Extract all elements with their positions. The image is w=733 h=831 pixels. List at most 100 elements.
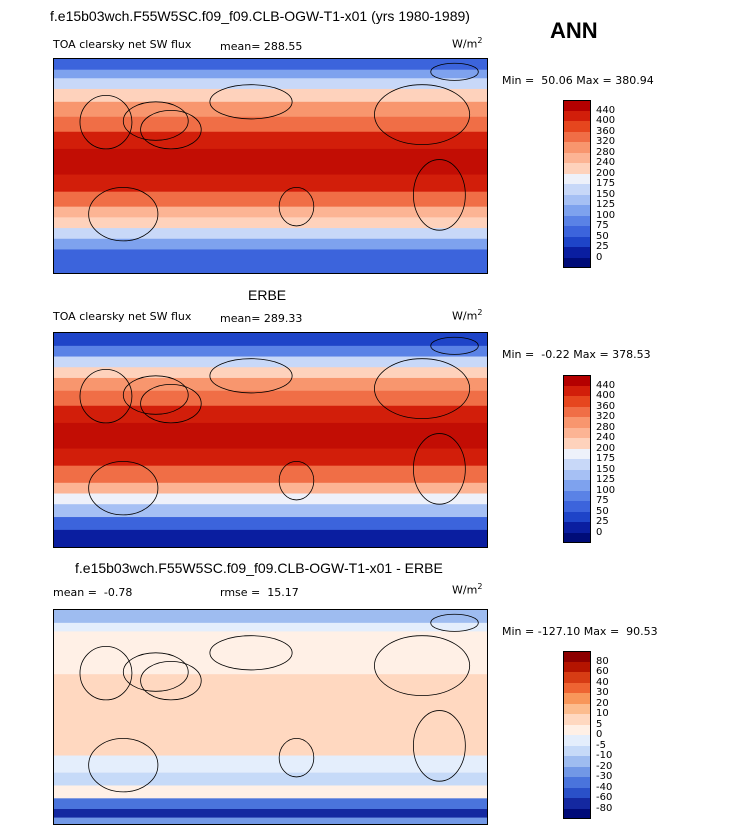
colorbar-swatch — [563, 247, 591, 258]
colorbar-swatch — [563, 142, 591, 153]
panel1-minmax: Min = 50.06 Max = 380.94 — [502, 74, 654, 87]
colorbar-swatch — [563, 501, 591, 512]
colorbar-tick-label: 175 — [596, 453, 616, 464]
panel3-max-label: Max = — [583, 625, 620, 638]
continent-outline — [278, 461, 315, 501]
panel3-min-value: -127.10 — [537, 625, 581, 638]
colorbar-tick-label: 200 — [596, 167, 616, 179]
continent-outline — [374, 84, 471, 145]
colorbar-tick-label: 25 — [596, 241, 609, 252]
continent-outline — [122, 652, 189, 692]
panel3-colorbar — [563, 651, 591, 819]
colorbar-tick-label: 0 — [596, 729, 603, 740]
panel1-colorbar — [563, 100, 591, 268]
map-band — [54, 755, 487, 774]
colorbar-tick-label: -30 — [596, 771, 613, 782]
map-band — [54, 772, 487, 786]
continent-outline — [79, 94, 133, 150]
colorbar-swatch — [563, 184, 591, 195]
colorbar-swatch — [563, 745, 591, 756]
colorbar-swatch — [563, 480, 591, 491]
colorbar-swatch — [563, 226, 591, 237]
map-band — [54, 367, 487, 379]
panel1-map — [53, 58, 488, 274]
continent-outline — [209, 84, 293, 120]
colorbar-tick-label: 240 — [596, 432, 616, 443]
colorbar-swatch — [563, 651, 591, 662]
panel1-max-value: 380.94 — [615, 74, 654, 87]
panel2-mean-value: 289.33 — [263, 312, 303, 325]
map-band — [54, 817, 487, 824]
continent-outline — [140, 109, 202, 150]
colorbar-tick-label: 440 — [596, 379, 616, 391]
colorbar-tick-label: 280 — [596, 421, 616, 433]
colorbar-tick-label: 125 — [596, 199, 616, 210]
continent-outline — [412, 159, 466, 231]
colorbar-tick-label: 150 — [596, 463, 616, 475]
colorbar-swatch — [563, 110, 591, 121]
panel1-mean: mean= 288.55 — [220, 40, 302, 53]
panel2-units-text: W/m — [452, 309, 478, 323]
continent-outline — [278, 738, 315, 778]
colorbar-swatch — [563, 205, 591, 216]
colorbar-tick-label: 100 — [596, 209, 616, 221]
colorbar-swatch — [563, 427, 591, 438]
panel2-colorbar — [563, 375, 591, 543]
panel2-min-value: -0.22 — [541, 348, 570, 361]
map-band — [54, 69, 487, 79]
continent-outline — [88, 186, 159, 242]
colorbar-swatch — [563, 808, 591, 819]
map-band — [54, 228, 487, 240]
map-band — [54, 206, 487, 218]
map-band — [54, 217, 487, 229]
map-band — [54, 482, 487, 494]
panel1-min-value: 50.06 — [541, 74, 573, 87]
panel3-mean-label: mean = — [53, 586, 97, 599]
colorbar-swatch — [563, 714, 591, 725]
map-band — [54, 345, 487, 358]
colorbar-swatch — [563, 693, 591, 704]
colorbar-swatch — [563, 703, 591, 714]
colorbar-swatch — [563, 375, 591, 386]
map-band — [54, 377, 487, 392]
map-band — [54, 191, 487, 208]
colorbar-tick-label: 0 — [596, 251, 603, 263]
continent-outline — [88, 737, 159, 793]
map-band — [54, 333, 487, 347]
map-band — [54, 674, 487, 757]
map-band — [54, 59, 487, 71]
colorbar-tick-label: 360 — [596, 400, 616, 412]
continent-outline — [88, 460, 159, 516]
map-band — [54, 517, 487, 531]
colorbar-swatch — [563, 459, 591, 470]
panel2-min-label: Min = — [502, 348, 535, 361]
panel1-variable: TOA clearsky net SW flux — [53, 38, 191, 51]
map-band — [54, 422, 487, 449]
panel2-units-exp: 2 — [477, 308, 483, 317]
map-band — [54, 622, 487, 632]
colorbar-tick-label: 10 — [596, 708, 609, 719]
colorbar-tick-label: 240 — [596, 157, 616, 168]
colorbar-tick-label: -10 — [596, 750, 613, 761]
colorbar-swatch — [563, 406, 591, 417]
panel2-max-label: Max = — [573, 348, 609, 361]
continent-outline — [374, 635, 471, 696]
panel3-units-text: W/m — [452, 583, 478, 597]
panel2-mean-label: mean= — [220, 312, 261, 325]
panel3-min-label: Min = — [502, 625, 535, 638]
colorbar-swatch — [563, 396, 591, 407]
continent-outline — [140, 660, 202, 701]
colorbar-swatch — [563, 672, 591, 683]
continent-outline — [79, 368, 133, 424]
map-band — [54, 148, 487, 175]
panel3-rmse-value: 15.17 — [267, 586, 299, 599]
colorbar-tick-label: 200 — [596, 442, 616, 454]
colorbar-swatch — [563, 163, 591, 174]
panel2-units: W/m2 — [452, 308, 482, 323]
colorbar-swatch — [563, 724, 591, 735]
continent-outline — [209, 358, 293, 394]
colorbar-tick-label: 30 — [596, 687, 609, 698]
panel1-variable-text: TOA clearsky net SW flux — [53, 38, 192, 51]
colorbar-tick-label: -20 — [596, 760, 613, 772]
panel1-max-label: Max = — [576, 74, 612, 87]
